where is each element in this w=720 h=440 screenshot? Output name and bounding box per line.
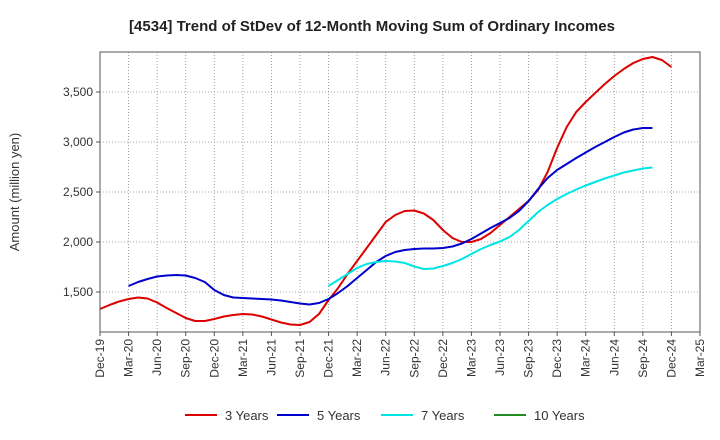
x-tick-label: Mar-23 bbox=[464, 339, 478, 377]
x-tick-label: Dec-21 bbox=[322, 339, 336, 378]
y-ticks: 1,500 2,000 2,500 3,000 3,500 bbox=[63, 85, 100, 299]
y-axis-label: Amount (million yen) bbox=[7, 133, 22, 252]
x-tick-label: Dec-23 bbox=[550, 339, 564, 378]
x-tick-label: Jun-20 bbox=[150, 339, 164, 376]
y-tick-label: 3,500 bbox=[63, 85, 93, 99]
legend: 3 Years 5 Years 7 Years 10 Years bbox=[185, 408, 585, 423]
chart-title: [4534] Trend of StDev of 12-Month Moving… bbox=[129, 18, 615, 35]
y-tick-label: 2,000 bbox=[63, 235, 93, 249]
x-ticks: Dec-19 Mar-20 Jun-20 Sep-20 Dec-20 Mar-21 Jun-… bbox=[93, 332, 707, 378]
x-tick-label: Mar-20 bbox=[122, 339, 136, 377]
x-tick-label: Mar-22 bbox=[350, 339, 364, 377]
x-tick-label: Dec-22 bbox=[436, 339, 450, 378]
legend-label: 10 Years bbox=[534, 408, 585, 423]
x-tick-label: Sep-21 bbox=[293, 339, 307, 378]
x-tick-label: Jun-23 bbox=[493, 339, 507, 376]
x-tick-label: Dec-20 bbox=[207, 339, 221, 378]
x-tick-label: Sep-22 bbox=[407, 339, 421, 378]
y-tick-label: 3,000 bbox=[63, 135, 93, 149]
x-tick-label: Jun-24 bbox=[607, 339, 621, 376]
y-tick-label: 2,500 bbox=[63, 185, 93, 199]
series-layer bbox=[99, 56, 672, 326]
legend-label: 5 Years bbox=[317, 408, 361, 423]
x-tick-label: Mar-24 bbox=[579, 339, 593, 377]
x-tick-label: Jun-22 bbox=[379, 339, 393, 376]
x-tick-label: Dec-19 bbox=[93, 339, 107, 378]
legend-label: 7 Years bbox=[421, 408, 465, 423]
series-line-3-years bbox=[99, 56, 672, 326]
series-line-5-years bbox=[128, 127, 653, 306]
y-tick-label: 1,500 bbox=[63, 285, 93, 299]
x-tick-label: Mar-21 bbox=[236, 339, 250, 377]
x-tick-label: Sep-24 bbox=[636, 339, 650, 378]
x-tick-label: Dec-24 bbox=[664, 339, 678, 378]
legend-label: 3 Years bbox=[225, 408, 269, 423]
x-tick-label: Jun-21 bbox=[264, 339, 278, 376]
grid bbox=[100, 52, 700, 332]
series-line-7-years bbox=[328, 166, 653, 287]
x-tick-label: Sep-20 bbox=[179, 339, 193, 378]
x-tick-label: Sep-23 bbox=[522, 339, 536, 378]
x-tick-label: Mar-25 bbox=[693, 339, 707, 377]
